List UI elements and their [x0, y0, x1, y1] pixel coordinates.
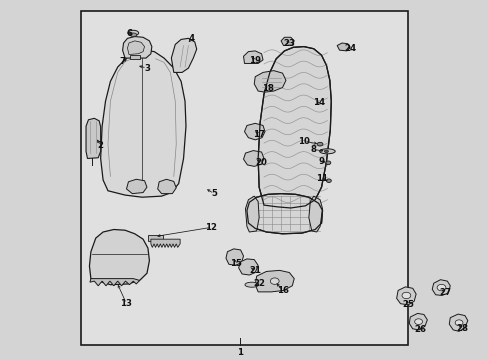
Polygon shape — [89, 229, 149, 285]
Text: 25: 25 — [401, 300, 413, 309]
Polygon shape — [158, 179, 176, 194]
Ellipse shape — [401, 292, 410, 299]
Polygon shape — [101, 50, 185, 197]
Polygon shape — [151, 239, 180, 247]
Polygon shape — [86, 118, 101, 158]
Polygon shape — [225, 249, 243, 265]
Ellipse shape — [130, 33, 137, 37]
Polygon shape — [431, 280, 449, 296]
Text: 6: 6 — [127, 29, 133, 38]
Ellipse shape — [128, 30, 139, 36]
Text: 19: 19 — [249, 57, 261, 66]
Text: 2: 2 — [98, 141, 103, 150]
Polygon shape — [238, 259, 258, 275]
Text: 9: 9 — [318, 157, 324, 166]
Text: 4: 4 — [188, 34, 195, 43]
Text: 27: 27 — [438, 288, 450, 297]
Polygon shape — [245, 196, 259, 232]
Text: 7: 7 — [119, 57, 125, 66]
Text: 24: 24 — [344, 44, 356, 53]
Ellipse shape — [244, 282, 258, 287]
Text: 10: 10 — [298, 137, 309, 146]
Bar — [148, 234, 162, 241]
Polygon shape — [448, 314, 467, 331]
Polygon shape — [281, 37, 294, 45]
Text: 23: 23 — [283, 39, 295, 48]
Text: 12: 12 — [205, 223, 217, 232]
Text: 11: 11 — [316, 175, 328, 184]
Polygon shape — [243, 51, 263, 63]
Polygon shape — [122, 37, 152, 58]
Polygon shape — [171, 39, 196, 72]
Text: 15: 15 — [229, 259, 241, 268]
Polygon shape — [308, 196, 322, 232]
Polygon shape — [90, 279, 140, 286]
Text: 21: 21 — [249, 266, 261, 275]
Text: 8: 8 — [310, 145, 316, 154]
Ellipse shape — [454, 320, 462, 325]
Ellipse shape — [414, 319, 422, 324]
Ellipse shape — [436, 284, 445, 291]
Polygon shape — [396, 287, 415, 305]
Polygon shape — [246, 194, 322, 234]
Text: 20: 20 — [255, 158, 267, 167]
Bar — [130, 55, 140, 59]
Polygon shape — [258, 46, 330, 208]
Text: 28: 28 — [455, 324, 467, 333]
Polygon shape — [408, 314, 427, 330]
Ellipse shape — [317, 142, 323, 146]
Polygon shape — [254, 71, 285, 92]
Polygon shape — [255, 270, 294, 292]
Bar — [81, 12, 407, 345]
Polygon shape — [243, 150, 264, 166]
Text: 14: 14 — [312, 98, 324, 107]
Polygon shape — [336, 43, 349, 51]
Ellipse shape — [319, 149, 334, 154]
Ellipse shape — [270, 278, 279, 284]
Text: 18: 18 — [262, 84, 273, 93]
Text: 5: 5 — [211, 189, 217, 198]
Polygon shape — [127, 41, 144, 54]
Polygon shape — [244, 123, 264, 140]
Polygon shape — [126, 179, 147, 194]
Ellipse shape — [325, 161, 330, 165]
Ellipse shape — [324, 150, 328, 153]
Text: 22: 22 — [253, 279, 264, 288]
Text: 1: 1 — [236, 348, 242, 357]
Ellipse shape — [326, 179, 330, 183]
Text: 3: 3 — [143, 64, 150, 73]
Text: 17: 17 — [253, 130, 264, 139]
Text: 13: 13 — [120, 299, 132, 308]
Text: 26: 26 — [413, 325, 425, 334]
Text: 16: 16 — [276, 286, 288, 295]
